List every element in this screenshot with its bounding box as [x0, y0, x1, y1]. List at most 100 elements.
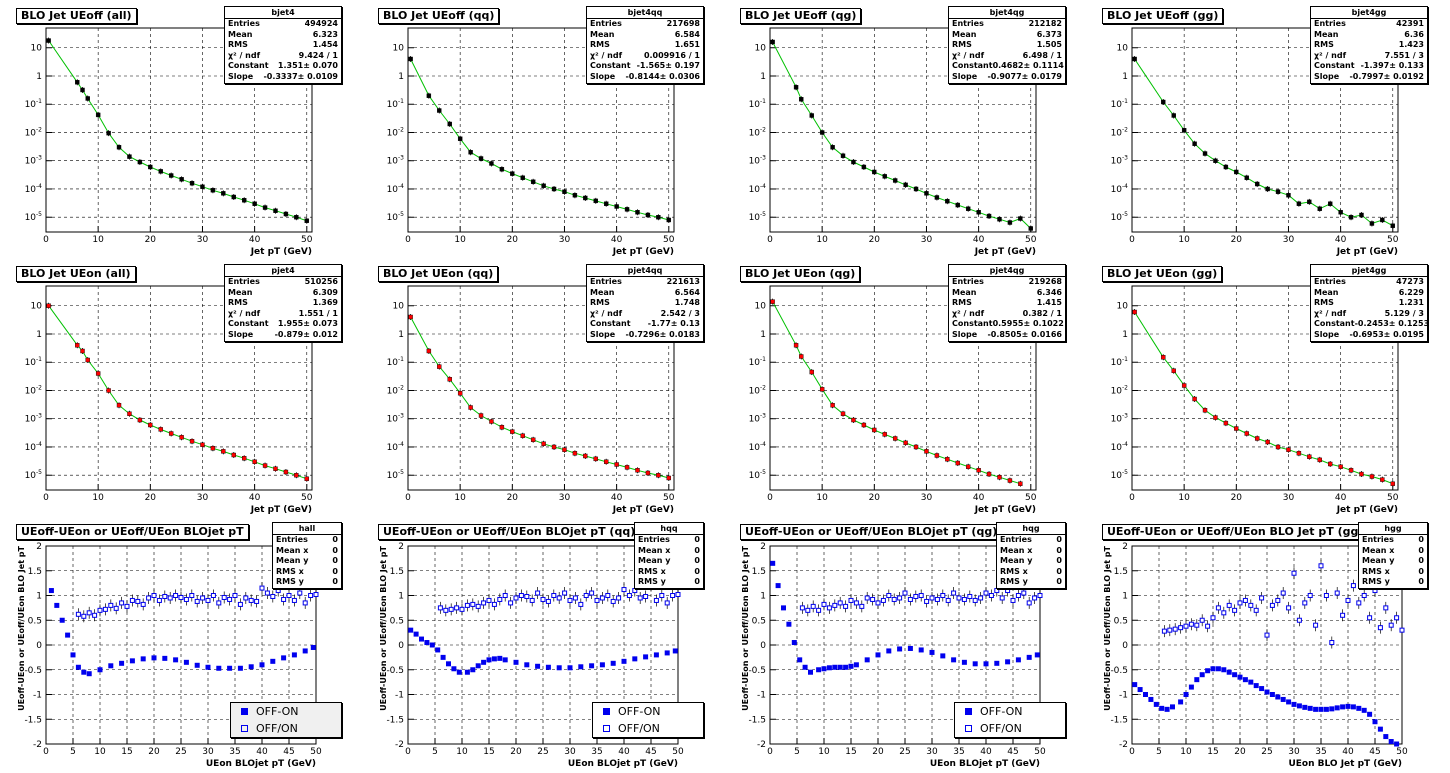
- data-point: [510, 429, 515, 434]
- data-point: [955, 460, 960, 466]
- data-point: [148, 164, 153, 170]
- legend-entry: OFF/ON: [231, 720, 341, 737]
- x-tick-label: 20: [1231, 493, 1243, 503]
- stats-label: Constant: [1314, 61, 1355, 71]
- stats-label: Mean: [1314, 29, 1339, 39]
- data-point-diff: [994, 660, 1000, 666]
- x-tick-label: 0: [405, 235, 411, 245]
- x-tick-label: 20: [145, 493, 157, 503]
- y-axis-label: UEoff-UEon or UEoff/UEon BLO Jet pT: [379, 545, 388, 710]
- data-point: [666, 217, 671, 223]
- x-tick-label: 40: [980, 747, 992, 757]
- y-tick-label: 0.5: [752, 616, 766, 626]
- data-point: [46, 38, 51, 43]
- data-point: [426, 348, 432, 354]
- x-axis-label: Jet pT (GeV): [974, 505, 1036, 515]
- data-point: [231, 194, 236, 200]
- stats-value: 1.454: [312, 40, 338, 50]
- data-point-diff: [227, 665, 233, 671]
- stats-row: Mean 6.36: [1311, 30, 1427, 41]
- stats-label: Mean y: [638, 556, 671, 566]
- x-tick-label: 0: [43, 493, 49, 503]
- data-point: [80, 348, 85, 354]
- data-point-ratio: [578, 601, 584, 607]
- data-point-ratio: [1172, 626, 1178, 632]
- data-point-diff: [972, 661, 978, 667]
- y-tick-label: 10-2: [25, 384, 43, 396]
- x-tick-label: 30: [921, 235, 933, 245]
- data-point-ratio: [232, 593, 238, 598]
- data-point-diff: [775, 583, 781, 589]
- stats-value: 219268: [1028, 277, 1062, 286]
- data-point-ratio: [978, 595, 984, 601]
- stats-row: Mean y 0: [997, 556, 1065, 567]
- stats-label: Mean y: [1362, 556, 1395, 566]
- data-point-ratio: [864, 595, 870, 601]
- data-point: [603, 459, 609, 464]
- y-tick-label: -1: [757, 691, 766, 701]
- data-point-diff: [1034, 652, 1040, 658]
- data-point: [997, 475, 1002, 480]
- data-point-diff: [843, 664, 849, 670]
- stats-row: Mean y 0: [1359, 556, 1427, 567]
- stats-label: Mean: [952, 29, 977, 39]
- data-point-diff: [1170, 704, 1175, 710]
- y-tick-label: 10-2: [387, 384, 405, 396]
- data-point-diff: [1237, 674, 1243, 680]
- data-point: [635, 210, 640, 215]
- legend-label: OFF/ON: [256, 722, 298, 735]
- y-tick-label: 1.5: [1114, 567, 1128, 577]
- stats-value: 0.4682± 0.1114: [992, 61, 1064, 71]
- stats-label: Entries: [590, 277, 622, 286]
- data-point: [304, 476, 309, 481]
- data-point-diff: [259, 662, 265, 668]
- stats-label: RMS: [952, 40, 972, 50]
- data-point-ratio: [848, 597, 854, 603]
- data-point-ratio: [832, 602, 838, 608]
- data-point-diff: [1372, 719, 1378, 725]
- stats-row: RMS x 0: [1359, 567, 1427, 578]
- data-point-diff: [567, 665, 573, 671]
- stats-value: 0: [694, 577, 700, 587]
- y-tick-label: 10-5: [1111, 211, 1129, 223]
- stats-box: pjet4qq Entries 221613 Mean 6.564 RMS 1.748…: [586, 264, 704, 342]
- data-point-ratio: [583, 593, 589, 598]
- y-tick-label: 10-3: [1111, 155, 1129, 167]
- data-point: [1265, 186, 1270, 192]
- plot-pad-r2c3: 0 10 20 30 40 50 10 1 10-1 10-2 10-3 10-4 10-5 Jet pT…: [724, 258, 1086, 516]
- x-tick-label: 5: [432, 747, 438, 757]
- data-point: [1244, 431, 1249, 436]
- filled-square-icon: [603, 708, 610, 715]
- data-point-ratio: [178, 594, 184, 600]
- stats-label: RMS: [1314, 40, 1334, 50]
- stats-row: RMS y 0: [273, 577, 341, 588]
- data-point-diff: [270, 658, 276, 664]
- data-point-diff: [1232, 672, 1238, 678]
- stats-value: 6.229: [1398, 287, 1424, 297]
- data-point-ratio: [513, 595, 519, 601]
- stats-label: Entries: [1314, 19, 1346, 28]
- stats-row: χ² / ndf 2.542 / 3: [587, 309, 703, 320]
- data-point: [840, 153, 846, 158]
- data-point: [882, 174, 887, 179]
- data-point-diff: [48, 588, 54, 594]
- stats-row: RMS 1.454: [225, 40, 341, 51]
- y-tick-label: -0.5: [386, 666, 404, 676]
- data-point: [273, 466, 278, 471]
- data-point-ratio: [1334, 590, 1340, 596]
- data-point-ratio: [151, 593, 157, 598]
- data-point-diff: [75, 664, 81, 670]
- y-tick-label: 1: [1122, 592, 1128, 602]
- data-point: [210, 188, 216, 193]
- y-tick-label: 10-4: [749, 441, 767, 453]
- data-point: [478, 413, 484, 418]
- data-point-ratio: [913, 593, 919, 599]
- y-tick-label: 10-3: [749, 155, 767, 167]
- data-point: [1307, 454, 1312, 459]
- plot-pad-r3c4: 0 5 10 15 20 25 30 35 40 45 50 2 1.5 1 0.5 0 -0.5 -1 -1.5 -…: [1086, 516, 1448, 773]
- plot-title: UEoff-UEon or UEoff/UEon BLOjet pT (qq): [378, 524, 641, 540]
- data-point-diff: [808, 669, 813, 675]
- stats-name: bjet4qq: [587, 7, 703, 19]
- data-point-ratio: [291, 597, 297, 603]
- legend-box: OFF-ON OFF/ON: [592, 702, 704, 738]
